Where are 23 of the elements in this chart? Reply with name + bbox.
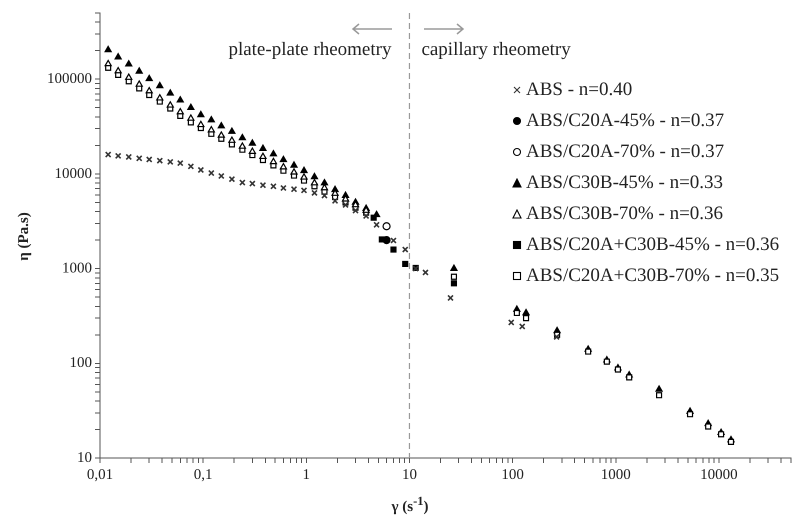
legend-label: ABS/C30B-70% - n=0.36 xyxy=(526,202,724,224)
annotation: plate-plate rheometry xyxy=(228,39,392,61)
legend-label: ABS/C20A+C30B-45% - n=0.36 xyxy=(526,234,780,256)
x-tick-label: 10 xyxy=(402,466,417,483)
x-tick-label: 0,01 xyxy=(86,466,114,483)
x-tick-label: 1 xyxy=(302,466,310,483)
x-tick-label: 100 xyxy=(501,466,524,483)
y-tick-label: 100000 xyxy=(47,71,92,88)
y-tick-label: 10000 xyxy=(54,166,92,182)
x-tick-label: 1000 xyxy=(600,466,631,483)
legend-label: ABS/C20A-70% - n=0.37 xyxy=(526,140,724,162)
y-axis-title: η (Pa.s) xyxy=(15,212,32,260)
legend-label: ABS - n=0.40 xyxy=(526,78,632,100)
y-tick-label: 100 xyxy=(70,355,92,372)
x-tick-label: 10000 xyxy=(700,466,738,483)
y-tick-label: 1000 xyxy=(62,260,92,277)
x-tick-label: 0,1 xyxy=(194,466,213,483)
legend-label: ABS/C20A+C30B-70% - n=0.35 xyxy=(526,264,780,286)
annotation: capillary rheometry xyxy=(421,39,571,61)
legend-label: ABS/C20A-45% - n=0.37 xyxy=(526,110,724,132)
x-axis-title: γ (s$^{-1}$) xyxy=(392,494,429,516)
y-tick-label: 10 xyxy=(77,450,92,466)
legend-label: ABS/C30B-45% - n=0.33 xyxy=(526,172,724,194)
